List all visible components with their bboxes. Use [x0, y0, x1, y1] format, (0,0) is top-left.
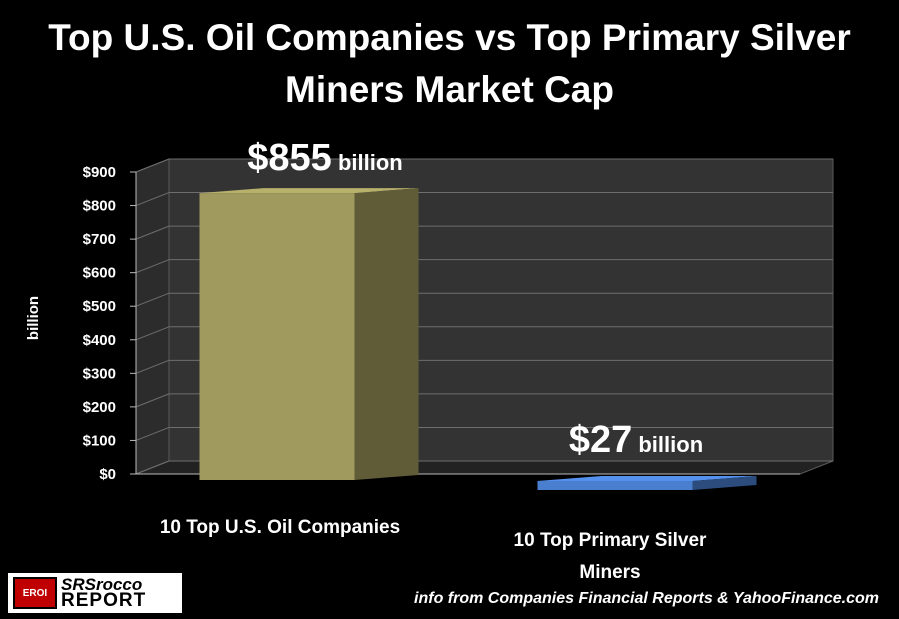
gridline-side — [135, 460, 170, 475]
bar-front — [199, 193, 355, 480]
y-tick-label: $800 — [83, 198, 116, 215]
data-label: $27 billion — [569, 419, 703, 461]
y-tick-label: $700 — [83, 231, 116, 248]
chart-title: Top U.S. Oil Companies vs Top Primary Si… — [48, 17, 851, 110]
bar-top — [199, 188, 419, 194]
data-labels: $855 billion $27 billion — [247, 137, 703, 461]
category-label: Miners — [579, 562, 640, 583]
bar-side — [692, 475, 757, 490]
logo-line-1: SRSrocco — [61, 575, 143, 594]
gridline-side — [135, 192, 170, 207]
bar-side — [354, 188, 419, 480]
gridline-side — [135, 158, 170, 173]
y-tick-label: $400 — [83, 332, 116, 349]
gridline-side — [135, 292, 170, 307]
y-tick-labels: $0 $100 $200 $300 $400 $500 $600 $700 $800 $900 — [83, 164, 116, 483]
y-tick-label: $100 — [83, 432, 116, 449]
source-note: info from Companies Financial Reports & … — [414, 590, 879, 607]
gridline-side — [135, 426, 170, 441]
y-tick-label: $500 — [83, 298, 116, 315]
y-axis-label: billion — [25, 296, 42, 340]
gridline-side — [135, 259, 170, 274]
logo-text: SRSrocco REPORT — [61, 575, 147, 611]
gridline-side — [135, 225, 170, 240]
data-label: $855 billion — [247, 137, 402, 179]
y-tick-label: $900 — [83, 164, 116, 181]
category-labels: 10 Top U.S. Oil Companies 10 Top Primary … — [160, 517, 707, 583]
category-label: 10 Top Primary Silver — [514, 530, 708, 551]
bar-front — [537, 480, 693, 490]
logo-badge: EROI — [13, 577, 57, 609]
y-tick-label: $200 — [83, 399, 116, 416]
bar-1 — [537, 475, 757, 490]
brand-logo: EROI SRSrocco REPORT — [8, 573, 182, 613]
side-wall — [135, 158, 170, 475]
bar-0 — [199, 188, 419, 480]
y-tick-label: $0 — [99, 466, 116, 483]
category-label: 10 Top U.S. Oil Companies — [160, 517, 400, 538]
y-tick-label: $600 — [83, 265, 116, 282]
gridline-side — [135, 393, 170, 408]
bar-top — [537, 475, 757, 481]
gridline-side — [135, 359, 170, 374]
logo-line-2: REPORT — [61, 590, 147, 611]
y-tick-label: $300 — [83, 365, 116, 382]
gridline-side — [135, 326, 170, 341]
bars — [199, 188, 757, 490]
